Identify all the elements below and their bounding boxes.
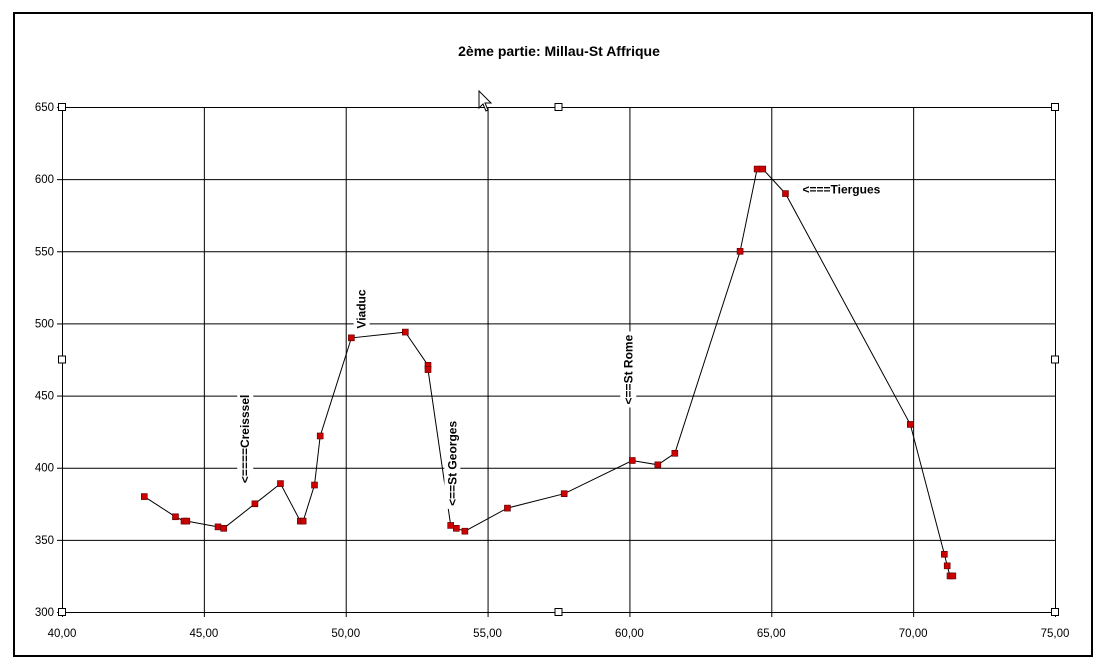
x-tick-label: 55,00 [473, 628, 502, 640]
x-tick-labels: 40,00 45,00 50,00 55,00 60,00 65,00 70,00 75,00 [48, 628, 1070, 640]
data-point [447, 522, 454, 529]
selection-handle[interactable] [58, 608, 66, 616]
selection-handle[interactable] [1051, 355, 1059, 364]
selection-handles[interactable] [58, 103, 1059, 616]
data-point [424, 366, 432, 373]
series-line [144, 168, 953, 577]
annotation-background [620, 331, 637, 408]
data-point [214, 523, 222, 531]
chart-frame: 2ème partie: Millau-St Affrique 40,00 45,… [13, 12, 1093, 657]
data-point [941, 550, 948, 558]
y-tick-label: 500 [35, 318, 54, 330]
y-tick-label: 550 [35, 246, 54, 258]
annotation-background [353, 286, 370, 332]
data-point [277, 480, 284, 487]
data-point [299, 517, 307, 525]
data-point [311, 481, 318, 489]
y-tick-label: 650 [35, 102, 54, 114]
y-tick-labels: 300 350 400 450 500 550 600 650 [35, 102, 54, 619]
selection-handle[interactable] [554, 608, 563, 616]
annotation-group: <====Creisssel Viaduc <==St Georges <==St R… [237, 183, 881, 509]
x-tick-label: 40,00 [48, 628, 77, 640]
selection-handle[interactable] [1051, 608, 1059, 616]
selection-handle[interactable] [554, 103, 563, 111]
data-point [220, 525, 228, 532]
y-tick-label: 300 [35, 607, 54, 619]
annotation-background [237, 391, 254, 487]
data-point [560, 490, 568, 497]
annotation-label: <===Tiergues [802, 183, 880, 197]
data-point [782, 190, 789, 197]
mouse-cursor-icon [478, 90, 493, 112]
annotation-label: <==St Rome [621, 334, 635, 404]
data-point [654, 461, 662, 469]
data-point [461, 527, 469, 535]
data-point [251, 500, 259, 508]
y-tick-label: 400 [35, 463, 54, 475]
x-tick-label: 60,00 [615, 628, 644, 640]
y-tick-label: 450 [35, 391, 54, 403]
x-tick-label: 70,00 [899, 628, 928, 640]
annotation-label: Viaduc [355, 289, 369, 328]
annotation-label: <==St Georges [445, 421, 459, 506]
data-point [348, 334, 355, 342]
data-point [943, 562, 951, 570]
data-point [628, 457, 636, 464]
data-point [753, 165, 761, 173]
data-point [183, 517, 191, 525]
selection-handle[interactable] [1051, 103, 1059, 111]
chart-title: 2ème partie: Millau-St Affrique [458, 43, 660, 59]
y-tick-label: 600 [35, 174, 54, 186]
selection-handle[interactable] [58, 103, 66, 111]
x-tick-label: 75,00 [1041, 628, 1070, 640]
data-point [316, 432, 324, 440]
data-point [949, 572, 957, 580]
data-point [736, 247, 744, 255]
data-point [401, 328, 409, 336]
data-point [671, 449, 679, 457]
data-point [172, 513, 179, 521]
chart-svg: 2ème partie: Millau-St Affrique 40,00 45,… [35, 43, 1070, 640]
selection-handle[interactable] [58, 355, 66, 364]
y-tick-label: 350 [35, 535, 54, 547]
x-tick-label: 45,00 [189, 628, 218, 640]
annotation-background [444, 417, 461, 509]
grid-lines [62, 107, 1056, 613]
data-point [907, 421, 914, 428]
series-line-group [144, 168, 953, 577]
data-point [453, 525, 460, 532]
data-point-group [140, 165, 957, 580]
data-point [140, 493, 148, 500]
annotation-label: <====Creisssel [238, 395, 252, 483]
x-tick-label: 65,00 [757, 628, 786, 640]
data-point [504, 504, 511, 512]
data-point [759, 165, 767, 173]
x-tick-label: 50,00 [331, 628, 360, 640]
